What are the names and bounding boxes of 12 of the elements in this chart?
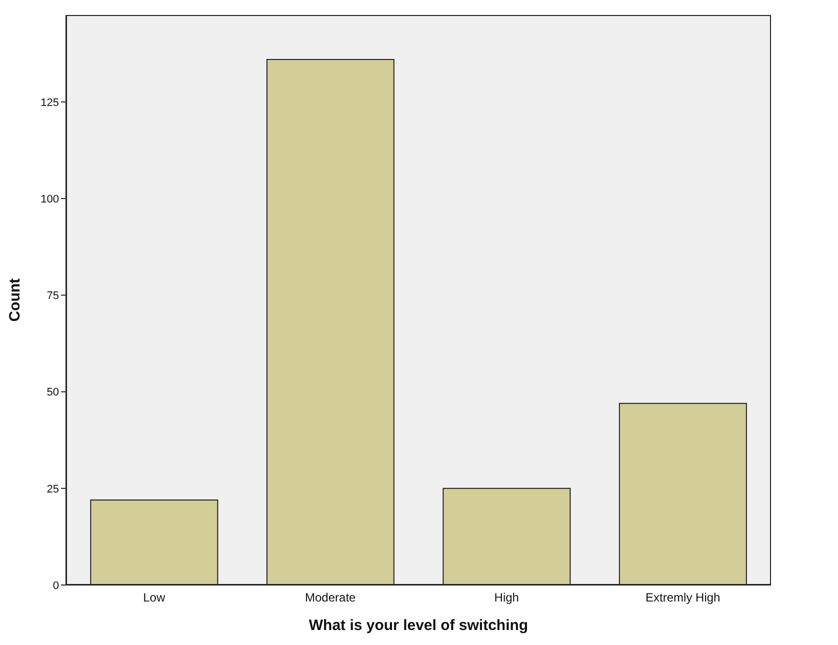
y-tick-label: 75 <box>46 290 59 302</box>
y-tick-label: 125 <box>40 96 59 109</box>
y-tick-label: 100 <box>40 193 59 206</box>
y-axis-title: Count <box>6 278 24 322</box>
y-tick-label: 50 <box>46 386 59 399</box>
x-tick-label: Extremly High <box>646 590 720 605</box>
x-tick-label: High <box>494 590 519 605</box>
y-tick-label: 0 <box>52 580 59 592</box>
x-tick-label: Low <box>143 590 166 605</box>
y-tick-label: 25 <box>46 483 59 496</box>
x-tick-label: Moderate <box>305 590 356 605</box>
x-axis-title: What is your level of switching <box>308 617 528 634</box>
